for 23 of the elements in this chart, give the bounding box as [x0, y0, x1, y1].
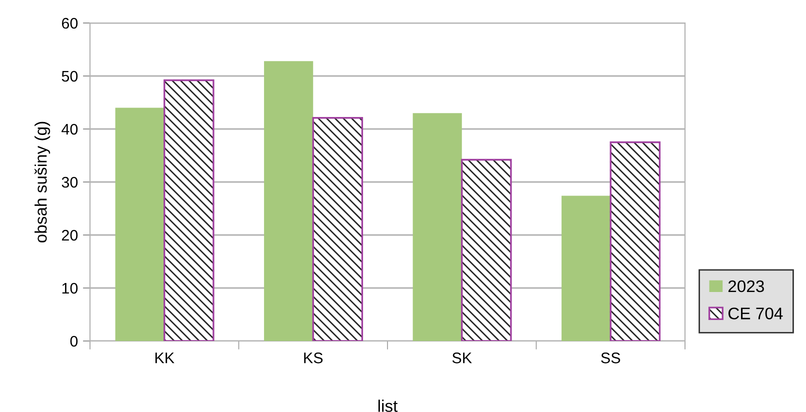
y-tick-label: 0	[70, 336, 78, 347]
x-tick-label: KK	[155, 352, 174, 364]
y-tick-label: 10	[62, 282, 78, 294]
y-tick-label: 20	[62, 230, 78, 241]
y-tick-label: 40	[62, 124, 78, 135]
legend-label: CE 704	[728, 308, 783, 320]
bar	[264, 61, 314, 341]
bar	[312, 117, 364, 341]
bar	[115, 108, 164, 341]
bar	[164, 79, 214, 341]
x-axis-title: list	[378, 400, 398, 412]
bar	[461, 158, 512, 341]
y-axis-title: obsah sušiny (g)	[34, 122, 50, 242]
y-tick-label: 60	[62, 18, 78, 29]
x-tick-label: SS	[601, 352, 620, 364]
bar	[562, 196, 611, 341]
x-tick-label: SK	[452, 352, 472, 364]
x-tick-label: KS	[304, 352, 323, 364]
legend-label: 2023	[728, 280, 764, 292]
y-tick-label: 30	[62, 176, 78, 188]
bar	[412, 113, 462, 341]
bar	[610, 141, 661, 341]
y-tick-label: 50	[62, 70, 78, 82]
